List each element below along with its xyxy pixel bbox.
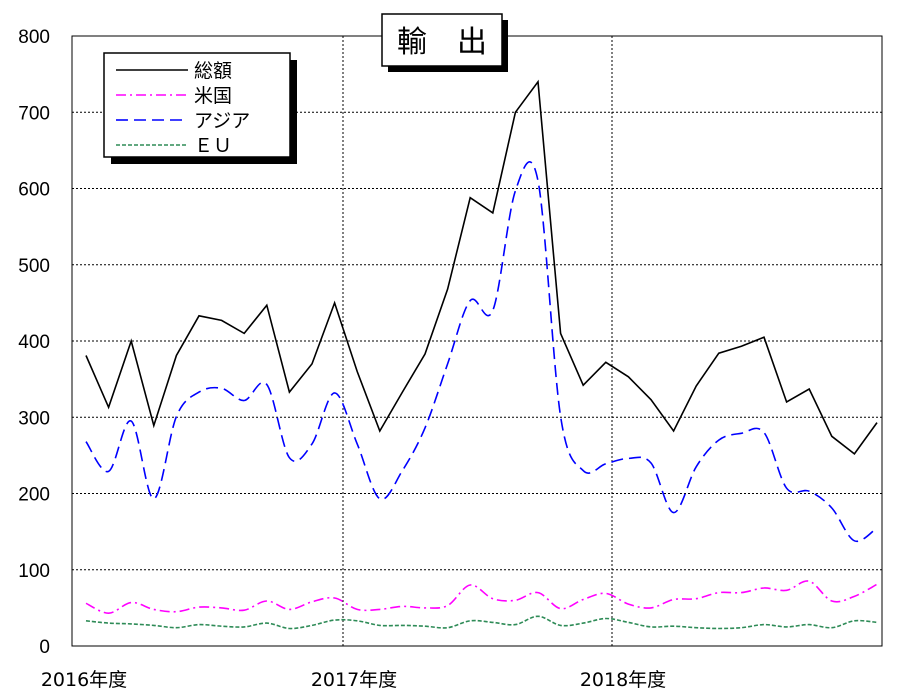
chart-title: 輸 出 [397, 25, 487, 60]
legend-label: 米国 [194, 85, 232, 107]
x-tick-label: 2017年度 [311, 669, 397, 691]
x-tick-label: 2018年度 [580, 669, 666, 691]
y-tick-label: 600 [18, 180, 50, 201]
y-tick-label: 100 [18, 561, 50, 582]
series-line-アジア [85, 161, 878, 543]
legend-label: アジア [194, 110, 250, 132]
legend-label: ＥＵ [194, 135, 232, 157]
legend-label: 総額 [194, 60, 232, 82]
series-line-ＥＵ [85, 615, 878, 630]
series-line-総額 [85, 79, 878, 456]
y-tick-label: 400 [18, 332, 50, 353]
series-line-米国 [85, 580, 878, 615]
y-tick-label: 500 [18, 256, 50, 277]
y-tick-label: 300 [18, 408, 50, 429]
chart-title-box: 輸 出 [381, 13, 508, 72]
y-tick-label: 800 [18, 27, 50, 48]
y-tick-label: 200 [18, 485, 50, 506]
y-tick-label: 0 [39, 637, 50, 658]
y-axis: 0 100 200 300 400 500 600 700 800 [18, 27, 50, 658]
series-lines [85, 79, 878, 630]
x-axis: 2016年度 2017年度 2018年度 [41, 669, 666, 691]
y-tick-label: 700 [18, 103, 50, 124]
x-tick-label: 2016年度 [41, 669, 127, 691]
gridlines [72, 36, 882, 646]
